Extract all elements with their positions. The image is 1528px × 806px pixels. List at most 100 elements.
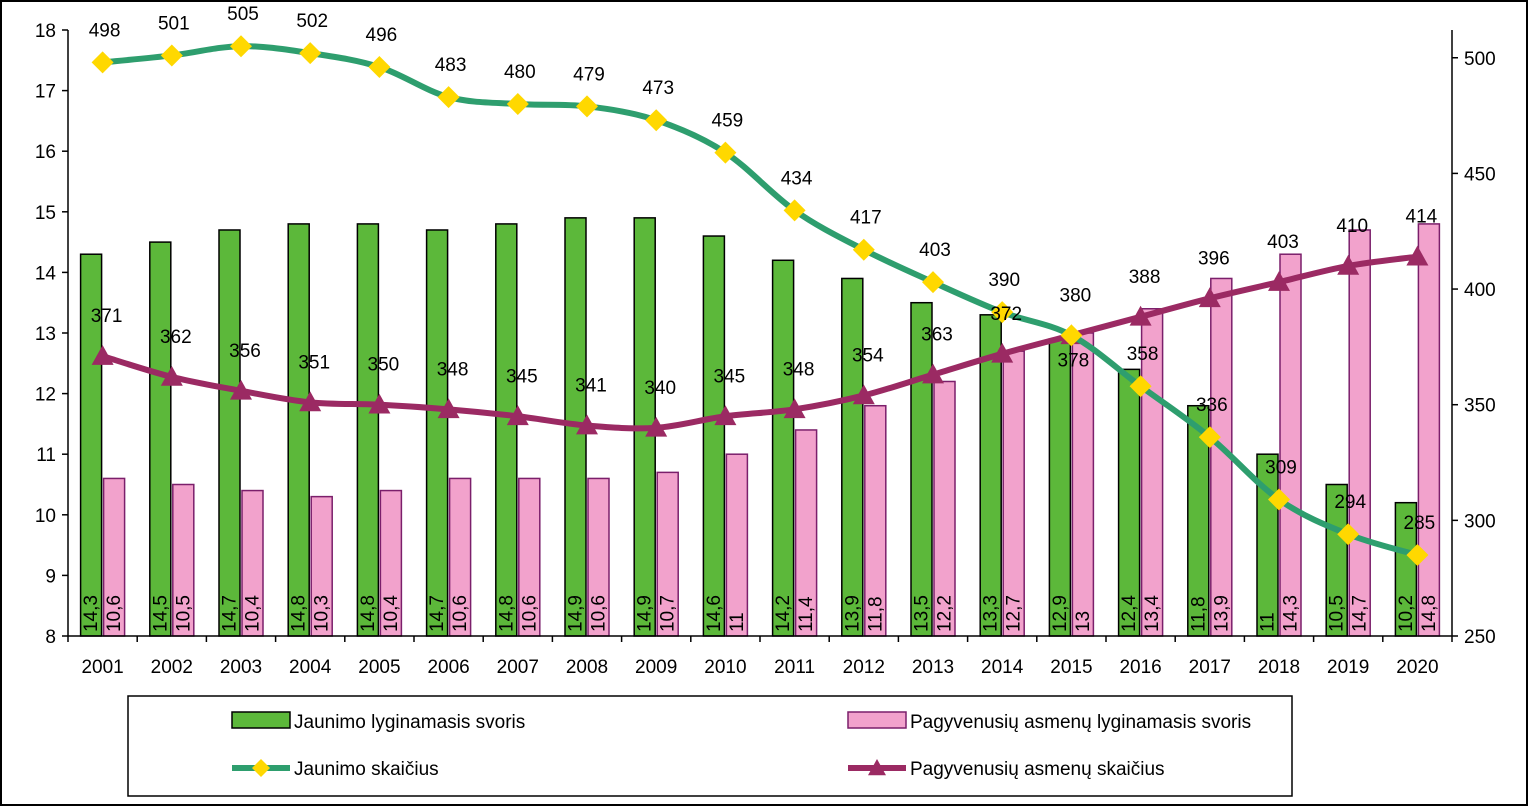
label-elderly-count: 362	[160, 327, 192, 348]
label-elderly-count: 354	[852, 345, 884, 366]
legend-swatch-bar	[847, 711, 907, 729]
bar-youth-share	[841, 277, 864, 637]
marker-elderly-count	[1198, 287, 1221, 308]
label-elderly-count: 345	[506, 366, 538, 387]
marker-elderly-count	[299, 391, 322, 412]
left-y-tick-label: 12	[35, 385, 56, 406]
label-youth-count: 473	[642, 78, 674, 99]
marker-elderly-count	[714, 405, 737, 426]
bar-label-youth-share: 14,3	[81, 595, 102, 632]
label-youth-count: 479	[573, 64, 605, 85]
bar-elderly-share	[1348, 229, 1371, 637]
bar-label-elderly-share: 14,7	[1350, 595, 1371, 632]
marker-youth-count	[991, 301, 1014, 324]
label-elderly-count: 372	[990, 304, 1022, 325]
label-elderly-count: 380	[1060, 285, 1092, 306]
bar-label-elderly-share: 10,3	[312, 595, 333, 632]
marker-youth-count	[1198, 426, 1221, 449]
bar-label-youth-share: 14,9	[635, 595, 656, 632]
marker-elderly-count	[506, 405, 529, 426]
bar-elderly-share	[1279, 253, 1302, 637]
label-elderly-count: 345	[714, 366, 746, 387]
bar-label-youth-share: 13,5	[912, 595, 933, 632]
label-youth-count: 459	[712, 111, 744, 132]
x-tick-label: 2002	[151, 657, 193, 678]
bar-youth-share	[771, 259, 795, 637]
lines-layer	[91, 35, 1429, 567]
label-youth-count: 434	[781, 168, 813, 189]
bar-label-elderly-share: 12,7	[1004, 595, 1025, 632]
marker-elderly-count	[368, 393, 391, 414]
bar-label-youth-share: 12,4	[1119, 595, 1140, 632]
bar-youth-share	[218, 229, 241, 637]
bar-label-youth-share: 14,8	[496, 595, 517, 632]
marker-elderly-count	[1129, 305, 1152, 326]
label-youth-count: 501	[158, 13, 190, 34]
label-youth-count: 496	[366, 25, 398, 46]
x-tick-label: 2010	[704, 657, 746, 678]
x-tick-label: 2009	[635, 657, 677, 678]
bar-youth-share	[425, 229, 449, 637]
bar-label-elderly-share: 14,3	[1281, 595, 1302, 632]
bar-label-elderly-share: 10,4	[243, 595, 264, 632]
x-tick-label: 2016	[1119, 657, 1161, 678]
marker-elderly-count	[783, 398, 806, 419]
bar-label-youth-share: 12,9	[1050, 595, 1071, 632]
bar-label-youth-share: 14,7	[220, 595, 241, 632]
x-tick-label: 2019	[1327, 657, 1369, 678]
label-youth-count: 417	[850, 208, 882, 229]
bar-label-elderly-share: 10,6	[589, 595, 610, 632]
label-youth-count: 378	[1058, 350, 1090, 371]
bar-elderly-share	[1417, 223, 1441, 637]
left-y-tick-label: 16	[35, 142, 56, 163]
left-y-tick-label: 8	[45, 627, 56, 648]
label-elderly-count: 363	[921, 325, 953, 346]
legend: Jaunimo lyginamasis svoris Pagyvenusių as…	[127, 695, 1293, 797]
marker-youth-count	[506, 93, 529, 116]
bar-label-youth-share: 14,7	[427, 595, 448, 632]
label-elderly-count: 348	[437, 359, 469, 380]
label-youth-count: 403	[919, 240, 951, 261]
bar-youth-share	[1048, 338, 1072, 637]
bar-elderly-share	[1071, 332, 1095, 637]
label-youth-count: 390	[988, 270, 1020, 291]
x-tick-label: 2011	[774, 657, 815, 678]
x-tick-label: 2007	[497, 657, 539, 678]
marker-youth-count	[91, 51, 114, 74]
label-youth-count: 505	[227, 4, 259, 25]
bar-label-elderly-share: 10,6	[104, 595, 125, 632]
x-tick-label: 2018	[1258, 657, 1300, 678]
bar-label-elderly-share: 10,6	[519, 595, 540, 632]
x-tick-label: 2006	[427, 657, 469, 678]
label-elderly-count: 403	[1267, 232, 1299, 253]
marker-youth-count	[1268, 488, 1290, 511]
bar-youth-share	[356, 223, 380, 637]
legend-label: Pagyvenusių asmenų skaičius	[910, 759, 1165, 780]
bar-label-elderly-share: 12,2	[935, 595, 956, 632]
legend-label: Jaunimo lyginamasis svoris	[294, 712, 525, 733]
bars-layer	[79, 217, 1441, 637]
marker-elderly-count	[437, 398, 460, 419]
x-tick-label: 2008	[566, 657, 608, 678]
x-tick-label: 2001	[81, 657, 123, 678]
line-labels-layer: 498 501 505 502 496 483 480 479 473 459 434 417 403 3…	[89, 4, 1438, 534]
x-tick-label: 2014	[981, 657, 1024, 678]
label-elderly-count: 410	[1336, 216, 1368, 237]
bar-label-youth-share: 14,9	[566, 595, 587, 632]
marker-elderly-count	[1268, 271, 1290, 291]
marker-elderly-count	[230, 379, 252, 400]
x-tick-label: 2020	[1396, 657, 1438, 678]
bar-label-elderly-share: 10,4	[381, 595, 402, 632]
left-y-tick-label: 10	[35, 506, 56, 527]
label-elderly-count: 388	[1129, 267, 1161, 288]
marker-youth-count	[922, 271, 944, 294]
left-y-tick-label: 9	[45, 566, 56, 587]
right-y-tick-label: 300	[1464, 511, 1496, 532]
bar-label-youth-share: 14,6	[704, 595, 725, 632]
label-youth-count: 294	[1334, 492, 1366, 513]
marker-youth-count	[783, 199, 806, 222]
left-y-tick-label: 18	[35, 21, 56, 42]
bar-label-elderly-share: 14,8	[1419, 595, 1440, 632]
legend-marker-diamond	[252, 759, 270, 777]
